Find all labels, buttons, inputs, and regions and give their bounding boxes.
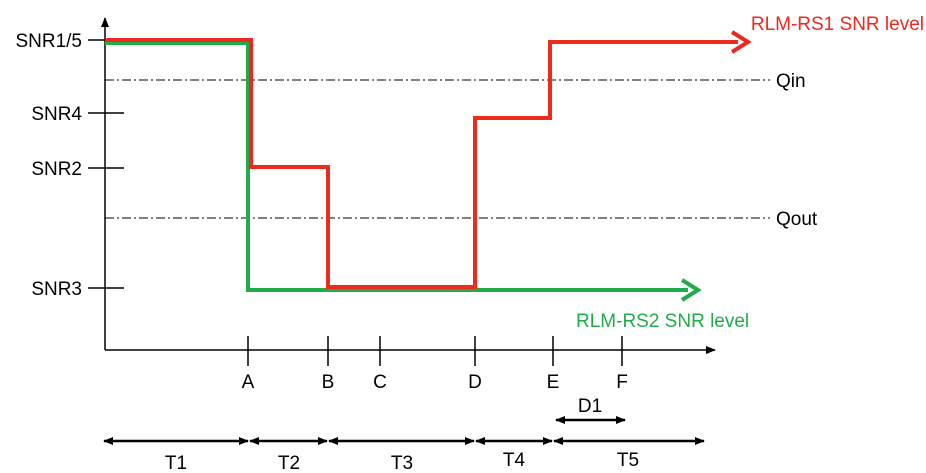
rs1-arrowhead [730,30,752,54]
interval-t5-label: T5 [617,450,639,471]
label-d: D [468,372,482,393]
interval-d1-label: D1 [578,396,602,417]
label-snr15: SNR1/5 [15,31,82,52]
label-qin: Qin [776,71,806,92]
label-b: B [322,372,335,393]
rs2-series-label: RLM-RS2 SNR level [576,311,749,332]
interval-t4-label: T4 [503,450,526,471]
interval-t3-label: T3 [391,453,413,473]
rs2-arrowhead [680,278,702,302]
interval-t1-label: T1 [165,453,187,473]
label-e: E [547,372,560,393]
label-qout: Qout [776,209,818,230]
rs2-snr-line [105,41,688,292]
label-c: C [373,372,387,393]
rs1-series-label: RLM-RS1 SNR level [751,14,924,35]
label-snr4: SNR4 [31,104,82,125]
label-snr3: SNR3 [31,279,82,300]
label-snr2: SNR2 [31,159,82,180]
interval-t2-label: T2 [278,453,300,473]
rs1-snr-line [105,38,738,289]
label-f: F [616,372,628,393]
label-a: A [242,372,255,393]
